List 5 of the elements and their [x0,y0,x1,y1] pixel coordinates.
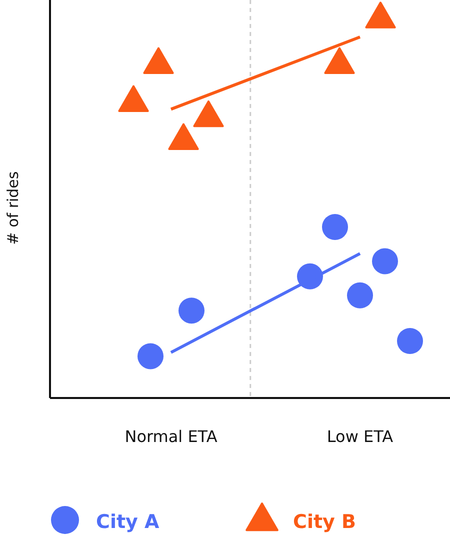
x-tick-label: Normal ETA [124,427,218,446]
x-tick-label: Low ETA [326,427,394,446]
y-axis-title: # of rides [4,171,22,245]
legend-label: City A [96,511,160,533]
legend-label: City B [293,511,356,533]
